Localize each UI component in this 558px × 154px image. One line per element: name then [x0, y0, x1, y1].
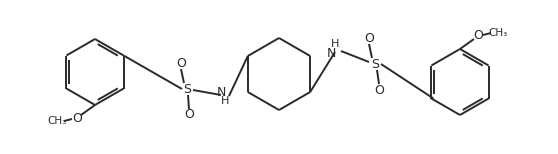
Text: N: N	[217, 85, 225, 99]
Text: CH₃: CH₃	[47, 116, 66, 126]
Text: CH₃: CH₃	[488, 28, 508, 38]
Text: O: O	[184, 109, 194, 122]
Text: O: O	[374, 83, 384, 97]
Text: H: H	[331, 39, 339, 49]
Text: O: O	[72, 113, 82, 126]
Text: O: O	[364, 32, 374, 45]
Text: S: S	[183, 83, 191, 95]
Text: O: O	[176, 57, 186, 69]
Text: S: S	[371, 57, 379, 71]
Text: O: O	[473, 28, 483, 41]
Text: H: H	[221, 96, 229, 106]
Text: N: N	[326, 47, 336, 59]
